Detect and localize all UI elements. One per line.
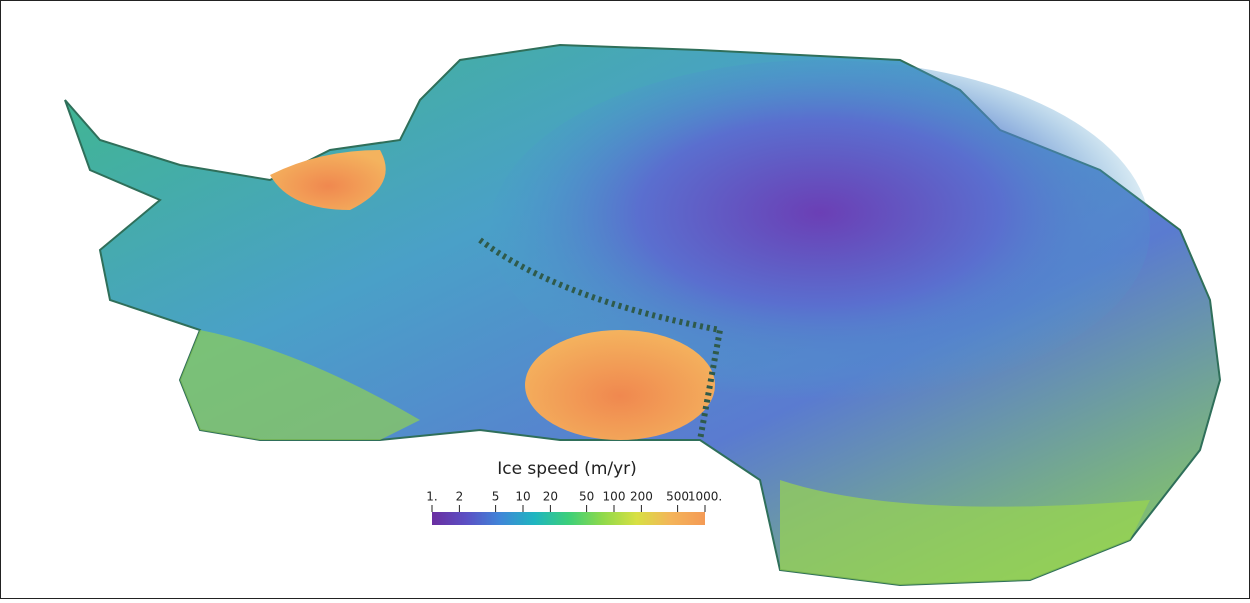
tick-label: 2: [456, 490, 464, 504]
tick-label: 20: [543, 490, 558, 504]
colorbar: [432, 512, 705, 525]
tick-label: 10: [515, 490, 530, 504]
tick-label: 1000.: [688, 490, 722, 504]
tick-label: 500: [666, 490, 689, 504]
tick-label: 5: [492, 490, 500, 504]
tick-label: 200: [630, 490, 653, 504]
tick-label: 100: [603, 490, 626, 504]
tick-label: 50: [579, 490, 594, 504]
antarctica: [64, 43, 1222, 587]
tick-label: 1.: [426, 490, 437, 504]
colorbar-title: Ice speed (m/yr): [497, 459, 637, 479]
